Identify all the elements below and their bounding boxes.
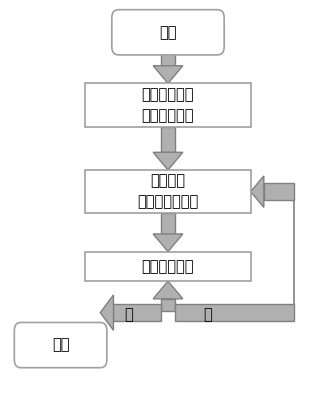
- Polygon shape: [153, 234, 183, 252]
- Text: 判断终止条件: 判断终止条件: [142, 259, 194, 274]
- FancyBboxPatch shape: [85, 170, 251, 213]
- Polygon shape: [251, 176, 264, 207]
- Text: 是: 是: [124, 307, 133, 322]
- Polygon shape: [161, 127, 175, 152]
- Polygon shape: [100, 295, 114, 330]
- Polygon shape: [264, 183, 294, 200]
- FancyBboxPatch shape: [85, 83, 251, 127]
- Polygon shape: [161, 213, 175, 234]
- Text: 否: 否: [203, 307, 212, 322]
- FancyBboxPatch shape: [85, 252, 251, 281]
- Polygon shape: [153, 66, 183, 83]
- FancyBboxPatch shape: [14, 322, 107, 368]
- Polygon shape: [153, 281, 183, 299]
- FancyBboxPatch shape: [112, 10, 224, 55]
- Text: 初始化粒子群
同时计算适应: 初始化粒子群 同时计算适应: [142, 87, 194, 123]
- Text: 依据公式
更新位置、速度: 依据公式 更新位置、速度: [137, 174, 199, 209]
- Text: 结束: 结束: [52, 338, 69, 353]
- Polygon shape: [114, 304, 161, 321]
- Polygon shape: [161, 47, 175, 66]
- Polygon shape: [161, 299, 175, 311]
- Text: 开始: 开始: [159, 25, 177, 40]
- Polygon shape: [153, 152, 183, 170]
- Polygon shape: [175, 304, 294, 321]
